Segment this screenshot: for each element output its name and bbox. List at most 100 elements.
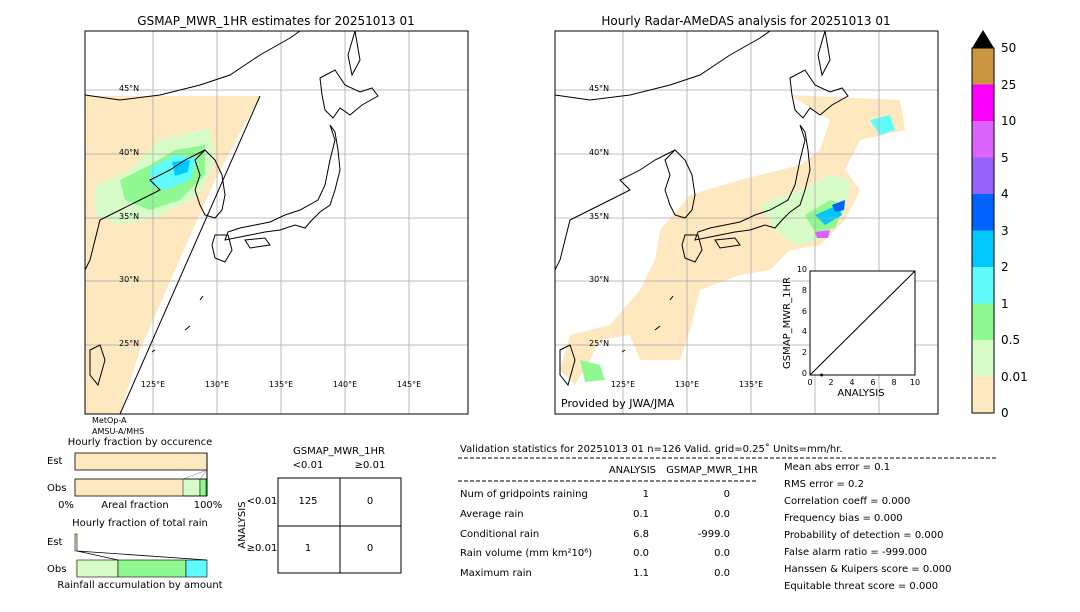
contingency-col-lt: <0.01 (292, 460, 324, 471)
left-lon-label: 145°E (396, 380, 422, 389)
cell-false-alarm: 0 (366, 496, 374, 507)
right-map-frame (554, 30, 939, 415)
colorbar-label: 0 (1001, 406, 1009, 420)
contingency-row-ge: ≥0.01 (246, 543, 278, 554)
scatter-ytick: 8 (801, 285, 807, 295)
right-lat-label: 30°N (589, 275, 610, 284)
total-obs-label: Obs (47, 564, 67, 575)
est-occurrence-bar (74, 452, 208, 471)
colorbar-label: 5 (1001, 150, 1009, 165)
left-map (84, 30, 469, 415)
stats-analysis-value: 0.1 (633, 509, 649, 520)
contingency-row-lt: <0.01 (246, 496, 278, 507)
colorbar-segment (972, 267, 994, 304)
scatter-inset (809, 270, 916, 377)
stats-analysis-value: 6.8 (633, 529, 649, 540)
right-lat-label: 45°N (589, 84, 610, 93)
scatter-xtick: 8 (891, 378, 897, 387)
right-lon-label: 130°E (674, 380, 700, 389)
scatter-ytick: 6 (801, 306, 807, 316)
stats-row-label: Average rain (460, 509, 524, 520)
scatter-xtick: 6 (870, 378, 876, 387)
colorbar-segment (972, 303, 994, 340)
radar-rain-blue (832, 200, 845, 212)
stats-score: RMS error = 0.2 (784, 479, 864, 490)
stats-score: Hanssen & Kuipers score = 0.000 (784, 564, 952, 575)
stats-gsmap-value: 0.0 (714, 509, 730, 520)
radar-coverage-area (560, 95, 905, 385)
stats-score: Correlation coeff = 0.000 (784, 496, 911, 507)
stats-score: Probability of detection = 0.000 (784, 530, 944, 541)
stats-row-label: Num of gridpoints raining (460, 489, 588, 500)
stats-analysis-value: 1.1 (633, 568, 649, 579)
colorbar-label: 0.5 (1001, 333, 1021, 347)
left-lon-label: 140°E (332, 380, 358, 389)
occurrence-est-label: Est (47, 456, 63, 467)
stats-gsmap-value: 0 (723, 489, 730, 500)
right-lat-label: 40°N (589, 148, 610, 157)
colorbar-extend-arrow (972, 30, 994, 48)
right-lon-label: 125°E (610, 380, 636, 389)
contingency-table-grid (277, 477, 402, 574)
left-lat-label: 25°N (119, 339, 140, 348)
scatter-ytick: 0 (801, 369, 807, 378)
data-credit: Provided by JWA/JMA (561, 397, 675, 410)
stats-title: Validation statistics for 20251013 01 n=… (460, 444, 843, 455)
stats-analysis-value: 0.0 (633, 548, 649, 559)
scatter-ytick: 4 (801, 327, 807, 337)
stats-gsmap-value: -999.0 (697, 529, 730, 540)
right-map (554, 30, 939, 415)
colorbar-label: 4 (1001, 187, 1009, 201)
gsmap-heavy-rain (172, 160, 190, 176)
obs-total-light (76, 559, 119, 578)
colorbar-segment (972, 230, 994, 267)
colorbar-segment (972, 121, 994, 158)
left-map-title: GSMAP_MWR_1HR estimates for 20251013 01 (137, 14, 415, 28)
scatter-xtick: 0 (807, 378, 813, 387)
colorbar-label: 10 (1001, 114, 1017, 128)
radar-rain-taiwan (580, 360, 605, 382)
total-est-label: Est (47, 537, 63, 548)
colorbar-segment (972, 84, 994, 121)
scatter-ylabel: GSMAP_MWR_1HR (782, 277, 793, 369)
left-lat-label: 45°N (119, 84, 140, 93)
radar-rain-magenta (815, 230, 830, 238)
stats-row-label: Maximum rain (460, 568, 532, 579)
colorbar-segment (972, 48, 994, 85)
one-to-one-line (809, 270, 916, 376)
colorbar-segment (972, 340, 994, 377)
colorbar-segment (972, 194, 994, 231)
total-rain-title: Hourly fraction of total rain (72, 518, 208, 529)
scatter-xtick: 4 (849, 378, 855, 387)
stats-row-label: Conditional rain (460, 529, 540, 540)
left-lat-label: 30°N (119, 275, 140, 284)
obs-occurrence-moderate (199, 478, 207, 497)
satellite-name: MetOp-A (92, 416, 127, 425)
stats-analysis-value: 1 (642, 489, 649, 500)
left-lon-label: 135°E (268, 380, 294, 389)
contingency-row-title: ANALYSIS (237, 501, 248, 549)
colorbar (971, 30, 995, 414)
total-rain-chart (74, 533, 208, 578)
est-total-bar (74, 533, 78, 552)
occurrence-chart (74, 452, 208, 497)
contingency-title: GSMAP_MWR_1HR (293, 446, 385, 457)
colorbar-label: 50 (1001, 41, 1017, 55)
colorbar-label: 1 (1001, 296, 1009, 311)
colorbar-label: 25 (1001, 77, 1017, 92)
occurrence-tick-0: 0% (58, 500, 74, 511)
scatter-xtick: 10 (909, 378, 921, 387)
stats-header-gsmap: GSMAP_MWR_1HR (666, 465, 758, 476)
colorbar-segment (972, 157, 994, 194)
occurrence-tick-100: 100% (193, 500, 223, 511)
colorbar-label: 3 (1001, 223, 1009, 238)
stats-gsmap-value: 0.0 (714, 568, 730, 579)
left-lon-label: 130°E (204, 380, 230, 389)
scatter-xtick: 2 (828, 378, 834, 387)
obs-total-heavy (185, 559, 208, 578)
cell-miss: 1 (304, 543, 312, 554)
left-map-frame (84, 30, 469, 415)
contingency-col-ge: ≥0.01 (354, 460, 386, 471)
stats-score: Equitable threat score = 0.000 (784, 581, 939, 592)
